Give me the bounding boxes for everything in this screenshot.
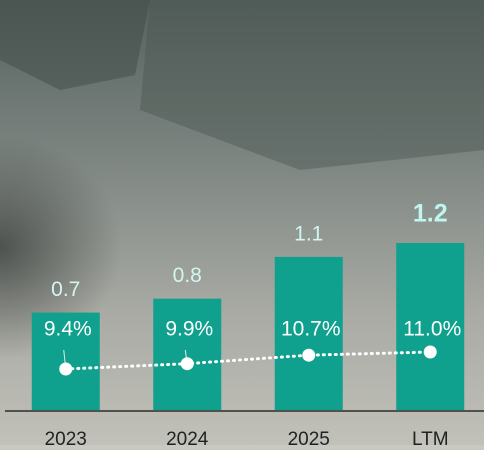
- line-value-label: 10.7%: [281, 318, 341, 341]
- bar: [153, 299, 221, 410]
- line-point: [424, 346, 437, 359]
- x-tick-label: 2023: [45, 429, 87, 450]
- value-label: 0.8: [173, 264, 202, 287]
- line-value-label: 11.0%: [403, 318, 461, 341]
- line-value-label: 9.9%: [165, 318, 213, 341]
- value-label: 1.1: [294, 222, 323, 245]
- x-tick-label: LTM: [412, 429, 449, 450]
- line-point: [302, 349, 315, 362]
- line-point: [59, 363, 72, 376]
- line-point: [181, 357, 194, 370]
- line-value-label: 9.4%: [44, 318, 92, 341]
- chart: 0.7 0.8 1.1 1.2 9.4% 9.9% 10.7% 11.0% 2023 2024 20…: [0, 0, 484, 450]
- x-tick-label: 2025: [288, 429, 330, 450]
- value-label: 1.2: [413, 200, 448, 228]
- x-tick-label: 2024: [166, 429, 209, 450]
- value-label: 0.7: [51, 278, 80, 301]
